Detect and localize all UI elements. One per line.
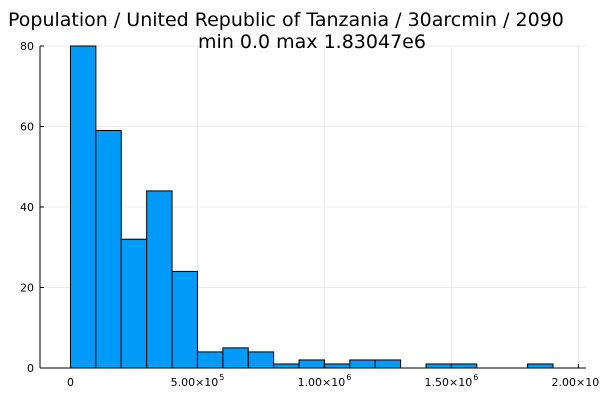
histogram-bar-7 [247,351,275,369]
histogram-bar-9 [298,359,325,369]
histogram-bar-2 [120,238,148,369]
x-tick-label-0: 0 [67,376,74,389]
x-tick-label-4: 2.00×10 [552,376,600,389]
histogram-bar-3 [146,190,173,369]
histogram-bar-0 [69,45,97,369]
histogram-bar-4 [171,270,198,369]
chart-title-line1: Population / United Republic of Tanzania… [8,9,564,31]
y-tick-label-3: 60 [20,121,34,134]
histogram-bar-5 [196,351,224,369]
histogram-bar-18 [527,363,554,369]
histogram-bar-14 [425,363,452,369]
x-tick-label-3: 1.50×10 [425,376,473,389]
y-tick-label-4: 80 [20,40,34,53]
x-tick-label-1: 5.00×10 [171,376,219,389]
histogram-bar-12 [374,359,402,369]
histogram-bar-1 [95,130,122,369]
histogram-bar-8 [273,363,300,369]
histogram-bar-6 [222,347,249,369]
x-tick-label-2: 1.00×10 [298,376,346,389]
axes [39,45,586,369]
y-tick-label-2: 40 [20,201,34,214]
histogram-bar-11 [349,359,376,369]
x-tick-exponent-3: 6 [473,373,478,382]
y-tick-label-0: 0 [27,362,34,375]
chart-title-line2: min 0.0 max 1.83047e6 [198,31,426,53]
y-tick-label-1: 20 [20,282,34,295]
histogram-bar-15 [450,363,478,369]
x-tick-exponent-1: 5 [219,373,224,382]
histogram-bar-10 [323,363,351,369]
x-tick-exponent-2: 6 [346,373,351,382]
